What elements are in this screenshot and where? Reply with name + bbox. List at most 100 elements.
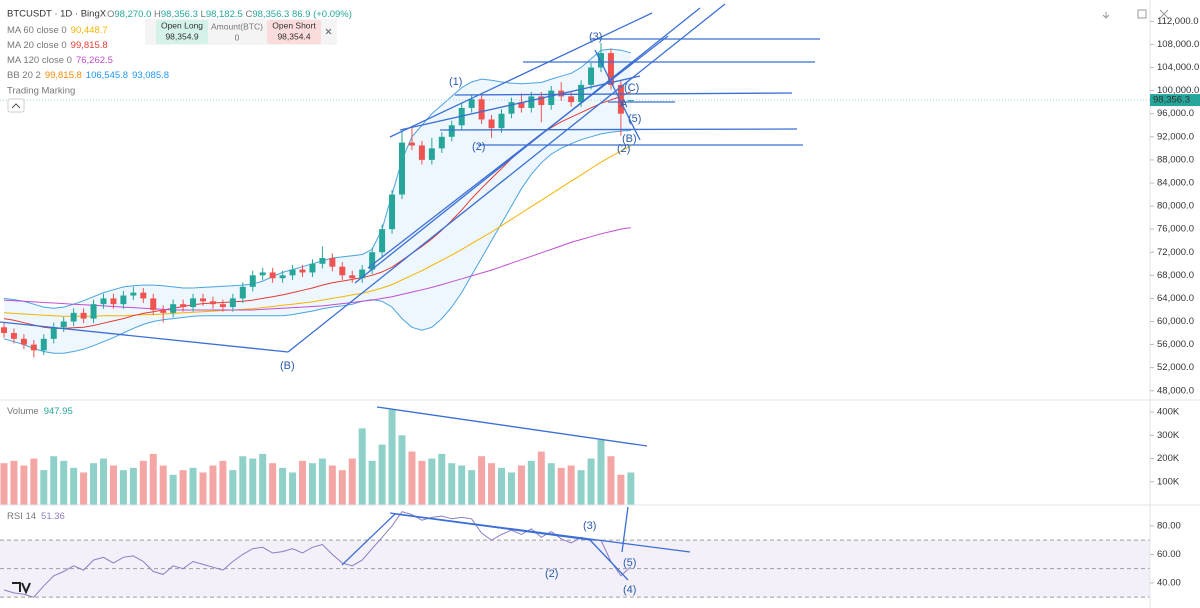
wave-label: (2) [472, 141, 485, 153]
candle-body [30, 344, 37, 351]
candle-body [428, 148, 435, 160]
candle-body [279, 275, 286, 279]
last-price-label: 98,356.3 [1153, 95, 1190, 106]
candle-body [399, 142, 405, 195]
volume-bar [229, 470, 237, 505]
candle-body [130, 292, 137, 296]
legend-name: MA 20 close 0 [7, 40, 67, 51]
volume-bar [129, 467, 137, 505]
volume-bar [328, 465, 336, 505]
candle-body [598, 53, 604, 68]
volume-bar [358, 428, 366, 505]
open-long-price: 98,354.9 [165, 31, 198, 41]
candle-body [10, 333, 17, 339]
candle-body [359, 269, 366, 279]
panel-name: RSI 14 [7, 511, 36, 522]
wave-label: (B) [280, 360, 295, 372]
trendline [0, 321, 289, 353]
volume-bar [388, 409, 396, 505]
collapse-button[interactable] [7, 98, 25, 113]
volume-bar [448, 463, 456, 505]
panel-title: RSI 14 51.36 [7, 511, 65, 522]
volume-bar [179, 470, 187, 505]
y-tick-label: 104,000.0 [1157, 62, 1199, 73]
volume-bar [100, 458, 107, 505]
ohlc-value: 98,356.3 [252, 9, 289, 20]
y-tick-label: 48,000.0 [1157, 385, 1194, 396]
y-tick-label: 96,000.0 [1157, 108, 1194, 119]
volume-bar [30, 458, 38, 505]
icon-close[interactable] [1159, 9, 1169, 19]
volume-bar [488, 463, 496, 505]
candle-body [259, 272, 266, 276]
volume-bar [527, 460, 535, 505]
volume-bar [169, 474, 177, 505]
candle-body [568, 96, 575, 103]
candle-body [548, 90, 555, 106]
candle-body [339, 266, 346, 276]
candle-body [448, 125, 455, 137]
volume-bar [378, 444, 386, 505]
ohlc-value: 98,270.0 [114, 9, 151, 20]
candle-body [80, 312, 87, 319]
wave-label: (1) [449, 76, 462, 88]
candle-body [239, 286, 246, 299]
candle-body [309, 263, 316, 273]
legend-value: 99,815.8 [71, 40, 108, 51]
ohlc-value: 98,182.5 [206, 9, 243, 20]
wave-label: A [620, 98, 628, 110]
candle-body [170, 304, 177, 313]
volume-bar [428, 458, 436, 505]
logo [12, 582, 31, 595]
legend-value: 90,448.7 [71, 25, 108, 36]
candle-body [627, 100, 634, 102]
trendline [394, 513, 591, 541]
volume-bar [517, 465, 525, 505]
trendline [621, 506, 629, 553]
close-icon[interactable] [325, 28, 332, 35]
volume-bar [219, 460, 227, 505]
y-tick-label: 92,000.0 [1157, 131, 1194, 142]
candle-body [70, 312, 77, 322]
symbol: BTCUSDT · 1D · BingX [7, 9, 107, 20]
volume-bar [627, 472, 635, 505]
volume-bar [149, 453, 157, 505]
candle-body [1, 327, 7, 334]
y-tick-label: 60.00 [1157, 549, 1181, 560]
volume-bar [438, 453, 446, 505]
volume-bar [20, 465, 28, 505]
open-short-price: 98,354.4 [277, 31, 310, 41]
icon-maximize[interactable] [1137, 9, 1147, 19]
candle-body [200, 298, 206, 302]
ohlc: O98,270.0 H98,356.3 L98,182.5 C98,356.3 … [107, 9, 352, 20]
trendline [454, 92, 793, 96]
legend-value: 99,815.8 [45, 70, 82, 81]
open-short-button[interactable] [267, 20, 321, 44]
y-tick-label: 88,000.0 [1157, 154, 1194, 165]
wave-label: (3) [589, 31, 602, 43]
panel-value: 51.36 [41, 511, 65, 522]
open-long-button[interactable] [156, 20, 208, 44]
candle-body [180, 304, 187, 308]
volume-bar [159, 465, 167, 505]
legend-entry: MA 60 close 0 90,448.7 [7, 25, 108, 36]
volume-bar [249, 458, 257, 505]
candle-body [488, 119, 495, 129]
candle-body [140, 292, 147, 299]
ohlc-value: 98,356.3 [161, 9, 198, 20]
candle-body [468, 99, 475, 108]
icon-down[interactable] [1102, 12, 1110, 19]
collapse-icon [11, 103, 21, 109]
volume-bar [60, 460, 68, 505]
bb-upper [3, 48, 631, 309]
candle-body [607, 53, 614, 85]
candle-body [150, 298, 157, 310]
candle-body [498, 113, 505, 129]
candle-body [578, 84, 585, 103]
volume-bar [109, 465, 117, 505]
amount-label: Amount(BTC) [211, 21, 263, 31]
legend-name: MA 60 close 0 [7, 25, 67, 36]
ohlc-key: H [154, 9, 161, 20]
y-tick-label: 200K [1157, 453, 1180, 464]
wave-label: (4) [623, 584, 636, 596]
